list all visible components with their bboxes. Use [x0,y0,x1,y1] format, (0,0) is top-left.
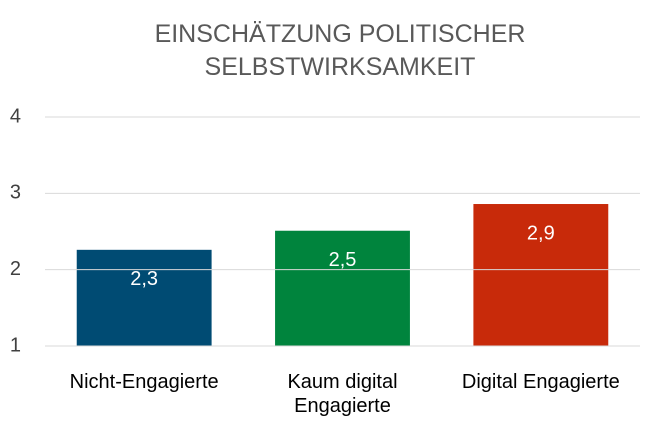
x-tick-label: Digital Engagierte [461,371,620,393]
y-tick-label: 4 [10,105,21,127]
data-label: 2,9 [527,222,555,244]
y-tick-label: 2 [10,258,21,280]
x-tick-label: Nicht-Engagierte [69,371,219,393]
bar [76,249,212,346]
y-tick-label: 3 [10,182,21,204]
y-tick-label: 1 [10,334,21,356]
bar [473,204,609,346]
bar [275,230,410,346]
data-label: 2,3 [130,268,158,290]
x-tick-label: Kaum digital Engagierte [287,371,398,417]
chart-title: EINSCHÄTZUNG POLITISCHER SELBSTWIRKSAMKE… [154,20,526,81]
data-label: 2,5 [329,249,357,271]
